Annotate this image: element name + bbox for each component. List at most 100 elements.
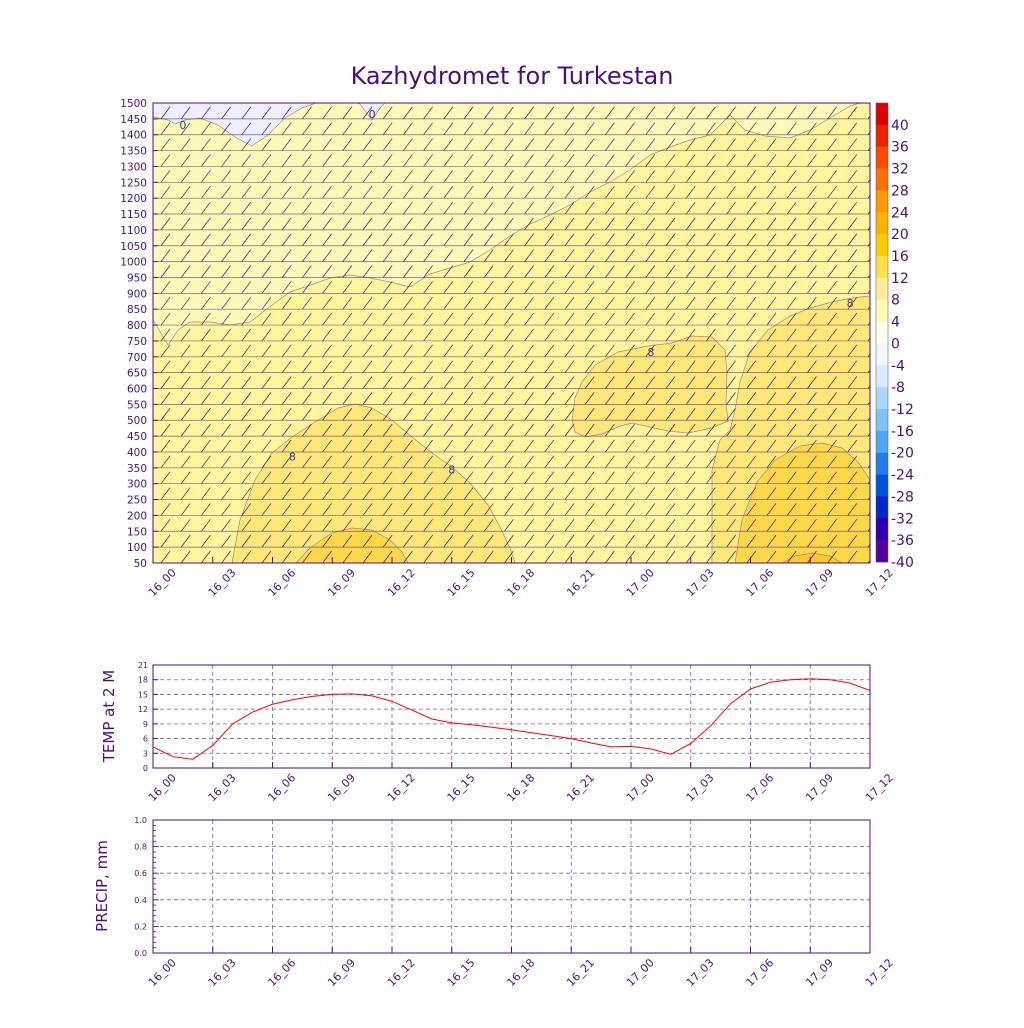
wind-barb xyxy=(847,281,858,294)
wind-barb xyxy=(847,249,858,262)
time-tick-label: 16_21 xyxy=(564,566,597,599)
wind-barb xyxy=(807,423,817,437)
wind-barb xyxy=(322,534,332,548)
wind-barb xyxy=(706,103,707,104)
wind-barb xyxy=(322,471,332,484)
wind-barb xyxy=(423,471,433,484)
wind-barb xyxy=(342,154,353,167)
colorbar-label: -8 xyxy=(891,380,905,396)
wind-barb xyxy=(261,328,272,342)
time-tick-label: 16_15 xyxy=(445,771,478,804)
wind-barb xyxy=(544,408,555,421)
wind-barb xyxy=(766,233,777,246)
wind-barb xyxy=(605,534,615,548)
wind-barb xyxy=(584,312,595,326)
wind-barb xyxy=(827,106,837,120)
wind-barb xyxy=(786,423,797,437)
wind-barb xyxy=(302,455,312,469)
wind-barb xyxy=(483,296,494,310)
wind-barb xyxy=(322,122,332,135)
wind-barb xyxy=(584,249,595,262)
wind-barb xyxy=(261,550,272,563)
wind-barb xyxy=(766,360,777,373)
wind-barb xyxy=(463,328,474,342)
wind-barb xyxy=(382,360,393,373)
time-tick-label: 16_15 xyxy=(445,956,478,989)
wind-barb xyxy=(645,487,656,500)
wind-barb xyxy=(241,360,252,373)
wind-barb xyxy=(524,217,534,231)
wind-barb xyxy=(564,439,575,453)
wind-barb xyxy=(766,138,777,151)
wind-barb xyxy=(463,408,474,421)
wind-barb xyxy=(443,265,454,278)
wind-barb xyxy=(322,455,332,469)
wind-barb xyxy=(665,376,676,389)
wind-barb xyxy=(685,534,696,548)
wind-barb xyxy=(483,423,494,437)
wind-barb xyxy=(423,455,433,469)
wind-barb xyxy=(180,519,191,532)
wind-barb xyxy=(281,423,292,437)
wind-barb xyxy=(584,122,595,135)
wind-barb xyxy=(584,392,595,405)
wind-barb xyxy=(382,487,393,500)
wind-barb xyxy=(786,550,797,563)
wind-barb xyxy=(625,534,635,548)
wind-barb xyxy=(685,265,696,278)
wind-barb xyxy=(181,103,182,104)
wind-barb xyxy=(584,154,595,167)
wind-barb xyxy=(302,360,312,373)
wind-barb xyxy=(827,534,837,548)
wind-barb xyxy=(564,122,575,135)
height-tick-label: 750 xyxy=(127,336,147,348)
wind-barb xyxy=(221,328,231,342)
wind-barb xyxy=(302,201,312,215)
height-tick-label: 550 xyxy=(127,399,147,411)
colorbar-frame xyxy=(875,102,889,563)
wind-barb xyxy=(241,265,252,278)
wind-barb xyxy=(382,534,393,548)
wind-barb xyxy=(807,312,817,326)
wind-barb xyxy=(605,408,615,421)
wind-barb xyxy=(786,328,797,342)
wind-barb xyxy=(504,503,514,516)
wind-barb xyxy=(726,408,736,421)
wind-barb xyxy=(726,550,736,563)
wind-barb xyxy=(342,519,353,532)
wind-barb xyxy=(423,281,433,294)
wind-barb xyxy=(261,122,272,135)
wind-barb xyxy=(322,138,332,151)
wind-barb xyxy=(423,439,433,453)
wind-barb xyxy=(706,201,716,215)
wind-barb xyxy=(564,233,575,246)
wind-barb xyxy=(827,550,837,563)
wind-barb xyxy=(504,344,514,358)
wind-barb xyxy=(685,312,696,326)
wind-barb xyxy=(463,534,474,548)
wind-barb xyxy=(281,265,292,278)
wind-barb xyxy=(443,296,454,310)
wind-barb xyxy=(685,328,696,342)
wind-barb xyxy=(847,376,858,389)
wind-barb xyxy=(706,455,716,469)
wind-barb xyxy=(302,312,312,326)
wind-barb xyxy=(847,455,858,469)
wind-barb xyxy=(706,265,716,278)
wind-barb xyxy=(786,455,797,469)
wind-barb xyxy=(504,408,514,421)
wind-barb xyxy=(261,471,272,484)
wind-barb xyxy=(342,217,353,231)
wind-barb xyxy=(241,217,252,231)
height-tick-label: 500 xyxy=(127,415,147,427)
wind-barb xyxy=(423,550,433,563)
wind-barb xyxy=(201,360,211,373)
wind-barb xyxy=(201,455,211,469)
wind-barb xyxy=(443,312,454,326)
wind-barb xyxy=(302,185,312,199)
wind-barb xyxy=(605,201,615,215)
contour-label: 8 xyxy=(448,463,455,476)
wind-barb xyxy=(221,312,231,326)
wind-barb xyxy=(807,519,817,532)
wind-barb xyxy=(504,185,514,199)
